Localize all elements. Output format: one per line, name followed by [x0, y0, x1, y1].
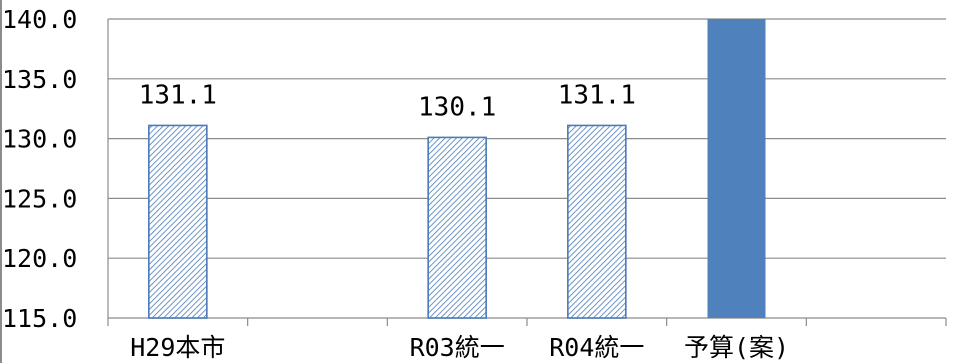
- bar: [707, 19, 766, 318]
- bar: [427, 136, 487, 319]
- y-tick-label: 125.0: [2, 184, 77, 213]
- gridlines: [107, 18, 947, 326]
- bar: [567, 124, 627, 319]
- x-axis-categories: H29本市 R03統一 R04統一 予算(案): [130, 333, 789, 362]
- y-axis-ticks: 115.0 120.0 125.0 130.0 135.0 140.0: [2, 5, 77, 333]
- y-tick-label: 135.0: [2, 65, 77, 94]
- y-tick-label: 120.0: [2, 244, 77, 273]
- x-category-label: 予算(案): [684, 333, 789, 362]
- data-labels: 131.1 130.1 131.1: [139, 80, 636, 122]
- bar-value-label: 131.1: [139, 80, 217, 110]
- bar-value-label: 131.1: [558, 80, 636, 110]
- x-category-label: H29本市: [130, 333, 225, 362]
- x-category-label: R04統一: [549, 333, 644, 362]
- x-category-label: R03統一: [410, 333, 505, 362]
- bars: [148, 19, 766, 319]
- y-tick-label: 115.0: [2, 304, 77, 333]
- y-tick-label: 130.0: [2, 125, 77, 154]
- bar: [148, 124, 208, 319]
- y-tick-label: 140.0: [2, 5, 77, 34]
- bar-value-label: 130.1: [418, 92, 496, 122]
